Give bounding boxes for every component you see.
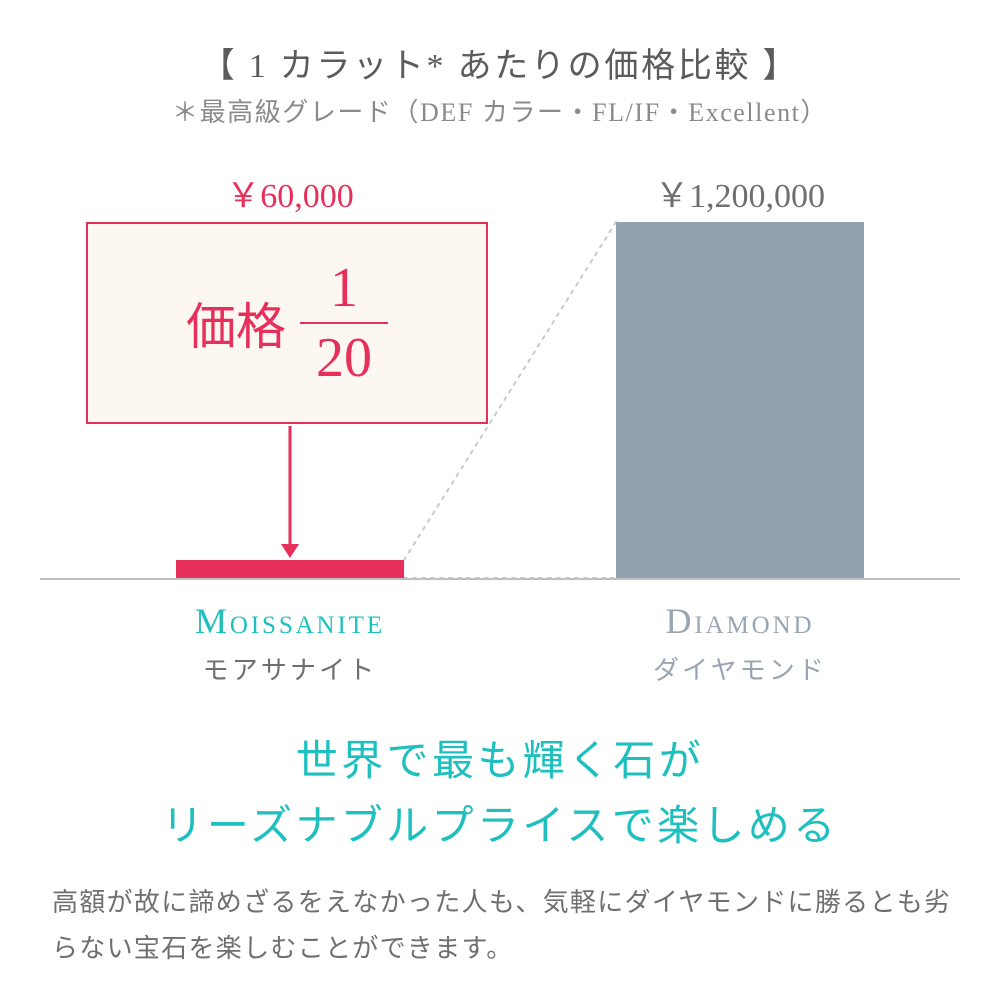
headline-line1: 世界で最も輝く石が <box>296 739 704 785</box>
fraction: 1 20 <box>300 260 388 386</box>
baseline <box>40 578 960 580</box>
fraction-line <box>300 322 388 324</box>
callout-inner: 価格 1 20 <box>186 260 388 386</box>
callout-label: 価格 <box>186 287 286 359</box>
label-diamond-jp: ダイヤモンド <box>540 650 940 687</box>
body-text: 高額が故に諦めざるをえなかった人も、気軽にダイヤモンドに勝るとも劣らない宝石を楽… <box>52 880 952 971</box>
subtitle: ＊最高級グレード（DEF カラー・FL/IF・Excellent） <box>0 92 1000 129</box>
bar-moissanite <box>176 560 404 578</box>
infographic-root: 【 1 カラット* あたりの価格比較 】 ＊最高級グレード（DEF カラー・FL… <box>0 0 1000 1000</box>
fraction-denominator: 20 <box>316 330 372 386</box>
fraction-numerator: 1 <box>330 260 358 316</box>
label-moissanite-jp: モアサナイト <box>90 650 490 687</box>
headline: 世界で最も輝く石が リーズナブルプライスで楽しめる <box>0 730 1000 860</box>
label-moissanite-en: Moissanite <box>90 600 490 642</box>
title: 【 1 カラット* あたりの価格比較 】 <box>0 38 1000 87</box>
price-moissanite: ￥60,000 <box>140 168 440 217</box>
bar-diamond <box>616 222 864 578</box>
headline-line2: リーズナブルプライスで楽しめる <box>161 804 838 850</box>
price-diamond: ￥1,200,000 <box>560 168 920 217</box>
label-diamond-en: Diamond <box>540 600 940 642</box>
price-ratio-callout: 価格 1 20 <box>86 222 488 424</box>
